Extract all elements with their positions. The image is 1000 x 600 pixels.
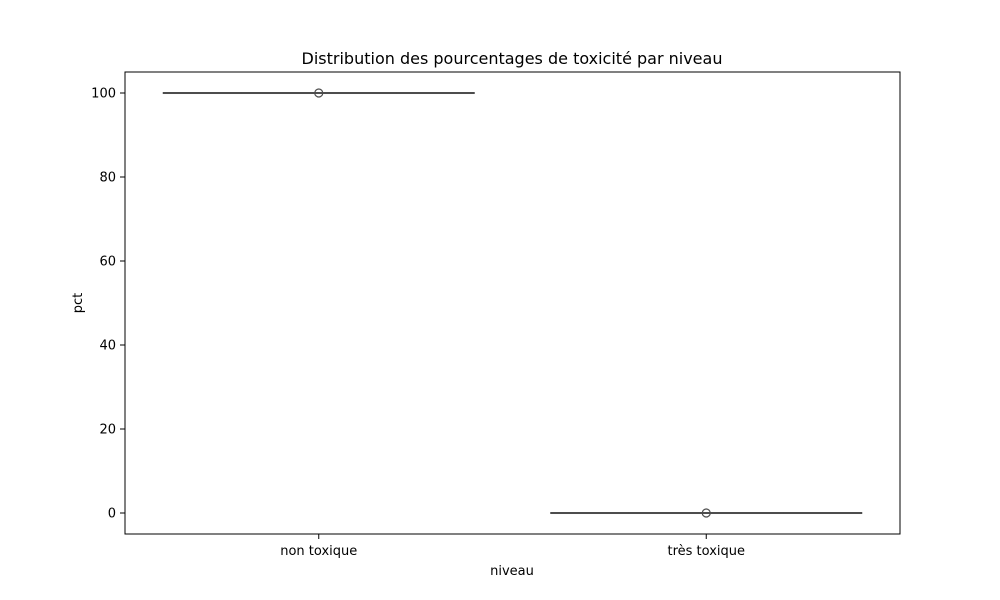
box-outlier-point [701, 508, 711, 518]
y-axis: 0 20 40 60 80 100 [91, 87, 125, 522]
x-tick-label: très toxique [667, 544, 745, 559]
box-2 [550, 508, 863, 518]
y-tick-label: 80 [99, 171, 116, 186]
plot-area-frame [124, 71, 901, 535]
chart-title: Distribution des pourcentages de toxicit… [302, 49, 723, 68]
box-series [162, 88, 863, 518]
x-tick-label: non toxique [280, 544, 357, 559]
box-1 [162, 88, 475, 98]
x-axis-label: niveau [490, 564, 534, 579]
box-outlier-point [314, 88, 324, 98]
y-axis-label: pct [71, 293, 86, 314]
x-axis: non toxique très toxique [280, 534, 745, 559]
y-tick-label: 20 [99, 423, 116, 438]
y-tick-label: 40 [99, 339, 116, 354]
y-tick-label: 0 [108, 507, 116, 522]
y-tick-label: 60 [99, 255, 116, 270]
y-tick-label: 100 [91, 87, 116, 102]
